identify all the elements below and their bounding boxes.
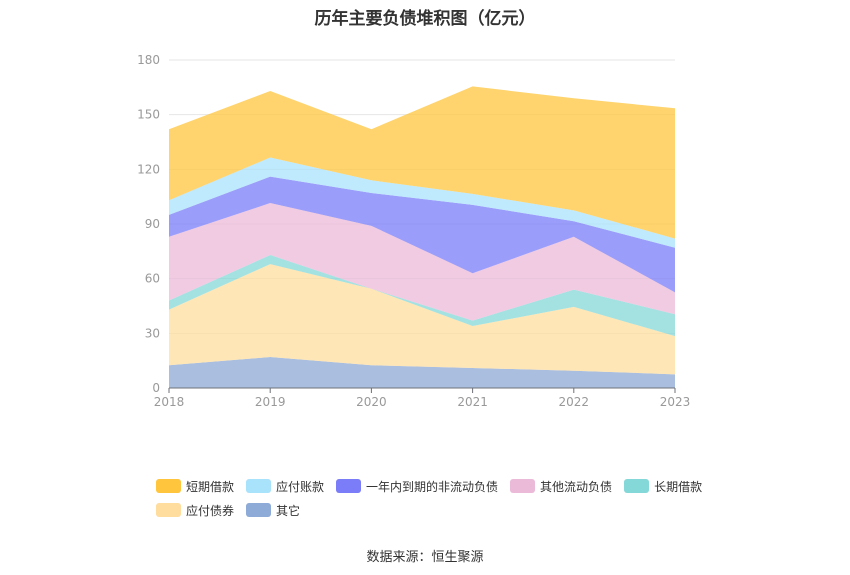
x-tick-label: 2020 (356, 395, 387, 409)
data-source: 数据来源：恒生聚源 (366, 550, 484, 565)
series-area-其它 (169, 357, 675, 388)
legend-swatch (246, 479, 272, 493)
legend: 短期借款 应付账款 一年内到期的非流动负债 其他流动负债 长期借款应付债券 其它 (156, 474, 716, 522)
legend-item[interactable]: 短期借款 (156, 474, 234, 498)
legend-label: 其它 (276, 503, 301, 518)
y-tick-label: 30 (145, 326, 160, 340)
y-tick-label: 0 (152, 381, 160, 395)
legend-item[interactable]: 应付账款 (246, 474, 324, 498)
legend-label: 应付债券 (186, 503, 235, 518)
legend-swatch (156, 503, 181, 517)
y-tick-label: 120 (137, 162, 160, 176)
legend-swatch (624, 479, 650, 493)
legend-item[interactable]: 应付债券 (156, 498, 234, 522)
series-area-其他流动负债 (169, 203, 675, 321)
y-tick-label: 150 (137, 108, 160, 122)
legend-label: 应付账款 (276, 479, 325, 494)
legend-swatch (156, 479, 181, 493)
legend-swatch (246, 503, 272, 517)
series-area-短期借款 (169, 86, 675, 239)
y-tick-label: 60 (145, 272, 160, 286)
x-tick-label: 2019 (255, 395, 286, 409)
area-layer (169, 86, 675, 388)
legend-label: 一年内到期的非流动负债 (366, 479, 499, 494)
x-tick-label: 2021 (457, 395, 488, 409)
series-area-一年内到期的非流动负债 (169, 176, 675, 293)
x-tick-label: 2023 (660, 395, 691, 409)
legend-item[interactable]: 其它 (246, 498, 300, 522)
legend-item[interactable]: 长期借款 (624, 474, 702, 498)
legend-item[interactable]: 其他流动负债 (510, 474, 612, 498)
y-tick-label: 90 (145, 217, 160, 231)
series-area-长期借款 (169, 254, 675, 337)
legend-label: 其他流动负债 (540, 479, 613, 494)
y-tick-label: 180 (137, 53, 160, 67)
legend-item[interactable]: 一年内到期的非流动负债 (336, 474, 498, 498)
x-tick-label: 2022 (559, 395, 590, 409)
legend-label: 长期借款 (654, 479, 703, 494)
legend-label: 短期借款 (186, 479, 235, 494)
series-area-应付债券 (169, 264, 675, 375)
series-area-应付账款 (169, 157, 675, 248)
legend-swatch (510, 479, 536, 493)
axis-layer: 0 30 60 90 120 150 180 2018 2019 2020 2021 2022 2023 (137, 53, 690, 409)
x-tick-label: 2018 (154, 395, 185, 409)
legend-swatch (336, 479, 362, 493)
chart-title: 历年主要负债堆积图（亿元） (314, 9, 536, 29)
